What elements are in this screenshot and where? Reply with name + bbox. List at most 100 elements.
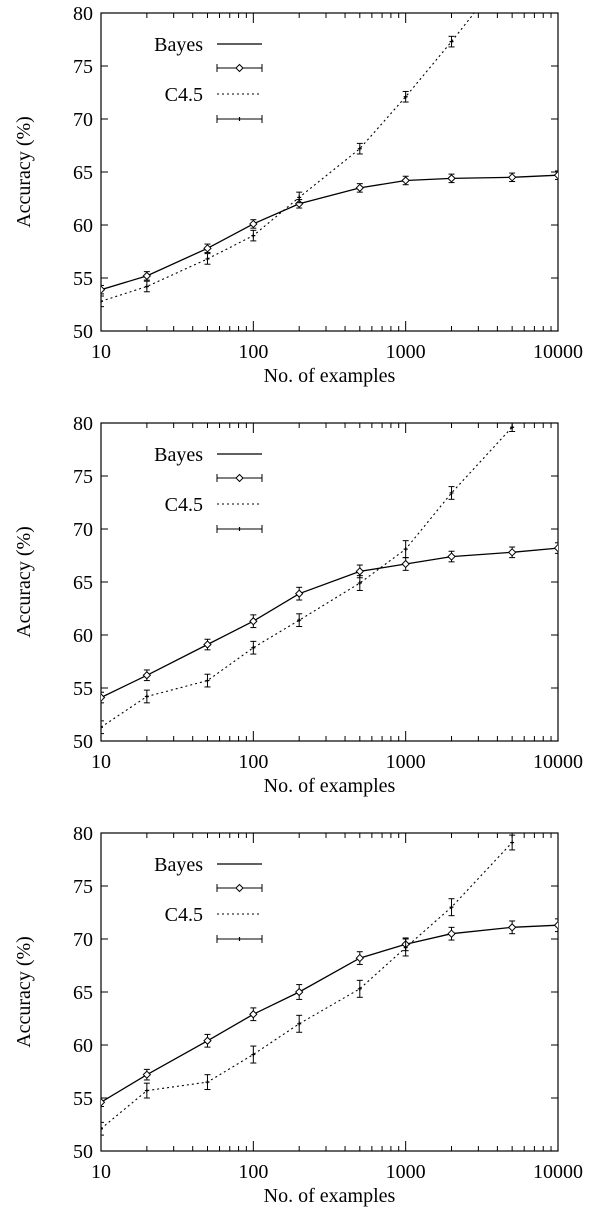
data-point-cross xyxy=(403,945,408,950)
legend-marker-diamond xyxy=(235,883,244,893)
data-point-diamond xyxy=(507,173,517,182)
legend-marker-diamond xyxy=(235,63,244,73)
data-point-diamond xyxy=(553,170,558,180)
data-point-cross xyxy=(403,94,408,99)
accuracy-chart-1-svg: 50 55 60 65 70 75 80 10 100 1000 10000 No. of examp… xyxy=(13,3,583,387)
x-tick-label: 10 xyxy=(91,341,111,363)
data-point-cross xyxy=(449,905,454,910)
data-point-diamond xyxy=(101,693,106,702)
x-tick-label: 10000 xyxy=(533,341,583,363)
series-line-c45 xyxy=(101,426,513,728)
plot-frame xyxy=(100,12,559,332)
data-point-diamond xyxy=(101,1098,106,1107)
legend-marker-diamond xyxy=(235,473,244,483)
plot-area xyxy=(101,834,558,1136)
legend-label: Bayes xyxy=(154,34,203,56)
y-tick-label: 50 xyxy=(73,731,93,753)
data-point-cross xyxy=(144,694,149,699)
series-line-bayes xyxy=(101,547,558,699)
x-axis-label: No. of examples xyxy=(264,775,396,797)
data-point-cross xyxy=(251,233,256,238)
data-point-diamond xyxy=(401,176,410,185)
y-tick-label: 60 xyxy=(73,1035,93,1057)
y-tick-label: 55 xyxy=(73,268,93,290)
data-point-diamond xyxy=(294,589,304,598)
y-tick-label: 60 xyxy=(73,625,93,647)
data-point-cross xyxy=(251,645,256,650)
data-point-diamond xyxy=(142,1070,152,1079)
plot-area xyxy=(101,423,558,735)
y-tick-label: 80 xyxy=(73,823,93,845)
x-tick-label: 100 xyxy=(238,751,268,773)
data-point-cross xyxy=(101,299,103,304)
y-tick-label: 50 xyxy=(73,1141,93,1163)
y-axis-label: Accuracy (%) xyxy=(13,116,35,228)
data-point-cross xyxy=(449,490,454,495)
data-point-cross xyxy=(403,547,408,552)
accuracy-chart-3-svg: 50 55 60 65 70 75 80 10 100 1000 10000 No. of examp… xyxy=(13,823,583,1207)
data-point-diamond xyxy=(203,640,212,649)
data-point-diamond xyxy=(553,921,558,930)
data-point-diamond xyxy=(355,183,365,193)
y-tick-label: 80 xyxy=(73,3,93,25)
y-tick-label: 70 xyxy=(73,519,93,541)
legend-label: C4.5 xyxy=(165,84,203,106)
y-tick-label: 50 xyxy=(73,321,93,343)
data-point-cross xyxy=(144,1088,149,1093)
legend-label: Bayes xyxy=(154,854,203,876)
y-tick-label: 70 xyxy=(73,929,93,951)
y-tick-label: 65 xyxy=(73,572,93,594)
data-point-diamond xyxy=(553,543,558,553)
data-point-diamond xyxy=(249,617,258,626)
y-axis-label: Accuracy (%) xyxy=(13,526,35,638)
legend-label: C4.5 xyxy=(165,904,203,926)
data-point-diamond xyxy=(401,559,410,569)
data-point-cross xyxy=(297,618,302,623)
accuracy-chart-2: 50 55 60 65 70 75 80 10 100 1000 10000 No. of examp… xyxy=(0,410,592,810)
x-tick-label: 1000 xyxy=(386,751,426,773)
data-point-diamond xyxy=(447,552,456,561)
y-tick-label: 60 xyxy=(73,215,93,237)
data-point-cross xyxy=(297,1021,302,1026)
accuracy-chart-2-svg: 50 55 60 65 70 75 80 10 100 1000 10000 No. of examp… xyxy=(13,413,583,797)
y-tick-label: 70 xyxy=(73,109,93,131)
x-tick-label: 100 xyxy=(238,1161,268,1183)
data-point-cross xyxy=(449,39,454,44)
y-tick-label: 75 xyxy=(73,56,93,78)
series-line-bayes xyxy=(101,924,558,1103)
data-point-cross xyxy=(144,284,149,289)
data-point-diamond xyxy=(249,219,258,229)
data-point-cross xyxy=(510,840,515,845)
x-tick-label: 1000 xyxy=(386,1161,426,1183)
accuracy-chart-3: 50 55 60 65 70 75 80 10 100 1000 10000 No. of examp… xyxy=(0,820,592,1220)
data-point-diamond xyxy=(142,271,152,281)
data-point-cross xyxy=(205,1080,210,1085)
x-tick-label: 10000 xyxy=(533,751,583,773)
data-point-diamond xyxy=(294,987,304,997)
legend-label: C4.5 xyxy=(165,494,203,516)
data-point-cross xyxy=(101,1126,103,1131)
x-tick-label: 10000 xyxy=(533,1161,583,1183)
data-point-diamond xyxy=(355,953,365,963)
y-tick-label: 55 xyxy=(73,678,93,700)
data-point-cross xyxy=(205,678,210,683)
data-point-cross xyxy=(205,256,210,261)
data-point-diamond xyxy=(507,548,517,557)
data-point-cross xyxy=(357,581,362,586)
data-point-diamond xyxy=(203,244,212,253)
x-tick-label: 10 xyxy=(91,751,111,773)
y-tick-label: 75 xyxy=(73,466,93,488)
data-point-diamond xyxy=(249,1010,258,1019)
x-tick-label: 10 xyxy=(91,1161,111,1183)
series-line-bayes xyxy=(101,174,558,291)
y-tick-label: 65 xyxy=(73,982,93,1004)
data-point-cross xyxy=(357,986,362,991)
data-point-diamond xyxy=(507,923,517,932)
x-tick-label: 1000 xyxy=(386,341,426,363)
y-tick-label: 80 xyxy=(73,413,93,435)
data-point-diamond xyxy=(101,285,106,294)
x-axis-label: No. of examples xyxy=(264,1185,396,1207)
data-point-diamond xyxy=(142,671,152,680)
data-point-cross xyxy=(251,1052,256,1057)
y-tick-label: 75 xyxy=(73,876,93,898)
